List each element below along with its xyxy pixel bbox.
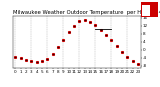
Text: Milwaukee Weather Outdoor Temperature  per Hour  (24 Hours): Milwaukee Weather Outdoor Temperature pe… [13,10,160,15]
